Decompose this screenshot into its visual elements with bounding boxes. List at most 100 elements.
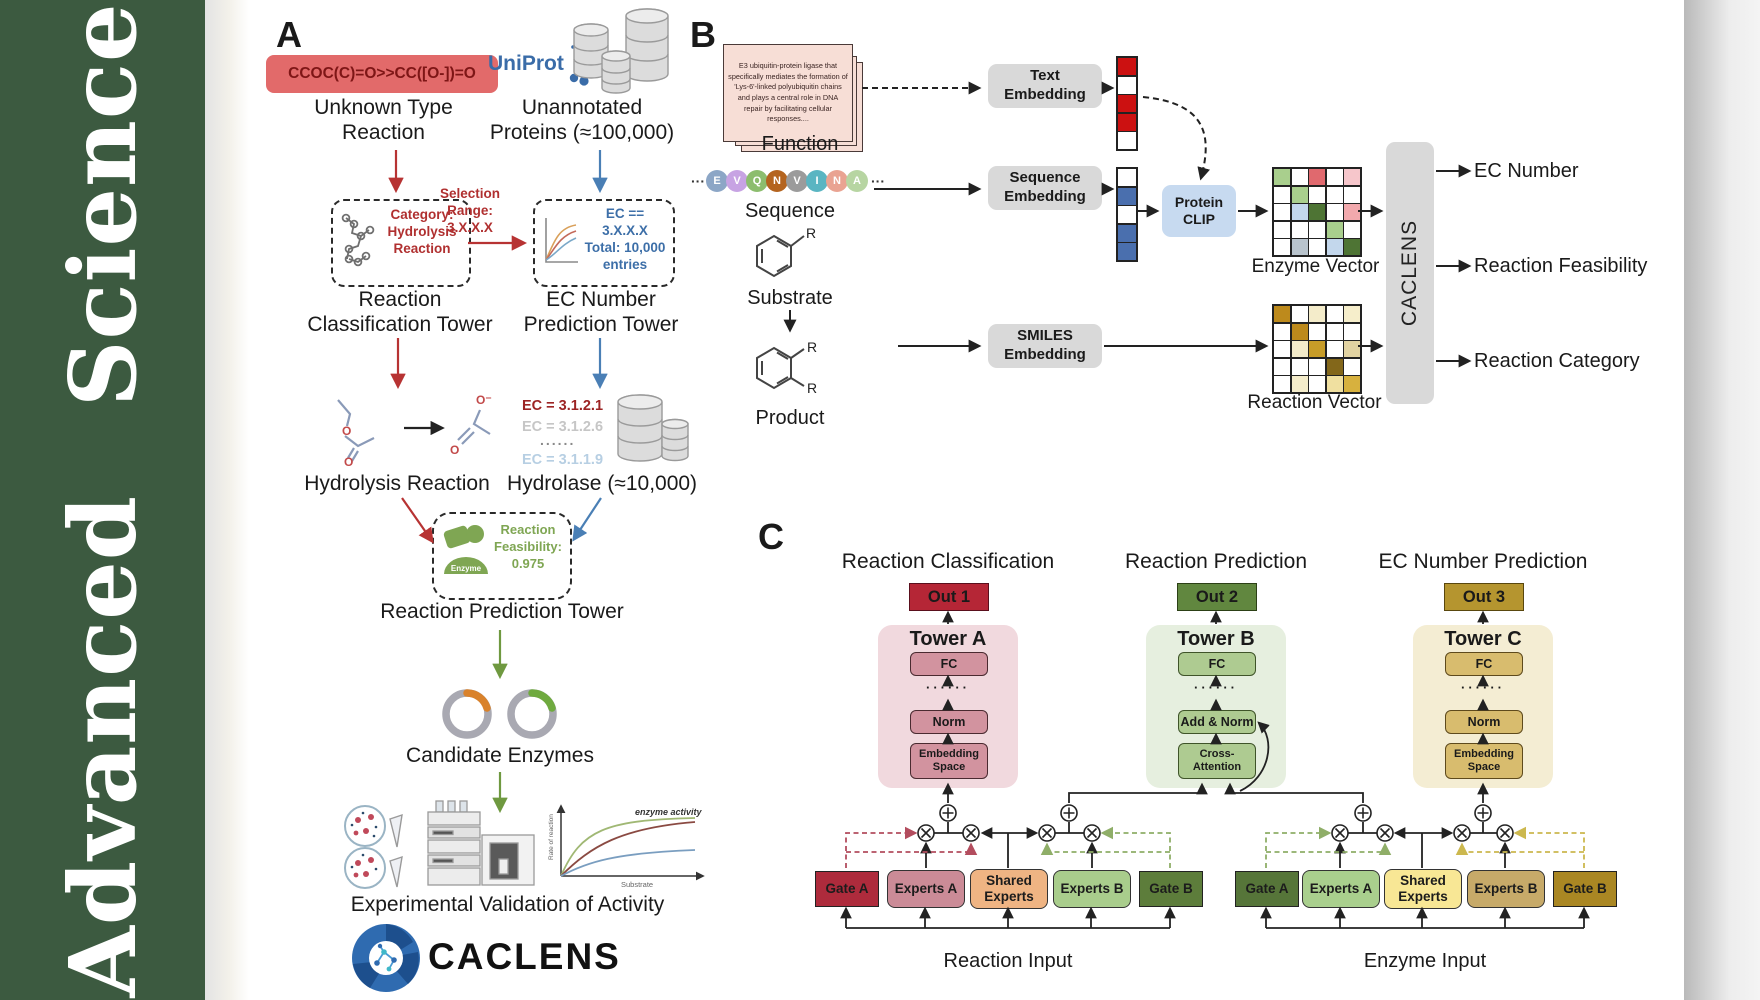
moe-experts-a: Experts A bbox=[887, 870, 965, 908]
ec-number-prediction-tower-label: EC Number Prediction Tower bbox=[523, 288, 679, 336]
matrix-cell bbox=[1344, 186, 1360, 203]
matrix-cell bbox=[1344, 306, 1360, 322]
matrix-cell bbox=[1326, 186, 1343, 203]
multiply-op-icon bbox=[1453, 824, 1471, 842]
matrix-cell bbox=[1326, 239, 1343, 255]
ec-selection-text: EC == 3.X.X.X Total: 10,000 entries bbox=[584, 206, 666, 272]
curves-icon bbox=[545, 218, 578, 263]
journal-sidebar: Advanced Science bbox=[0, 0, 205, 1000]
multiply-op-icon bbox=[917, 824, 935, 842]
tower-dots: ······ bbox=[926, 680, 970, 695]
experimental-validation-label: Experimental Validation of Activity bbox=[350, 893, 665, 916]
matrix-cell bbox=[1326, 221, 1343, 238]
task-header-reaction-classification: Reaction Classification bbox=[841, 550, 1055, 573]
ec-list-mid: EC = 3.1.2.6 bbox=[522, 419, 604, 435]
uniprot-logo: UniProt bbox=[488, 52, 564, 75]
matrix-cell bbox=[1274, 358, 1290, 375]
vector-cell bbox=[1118, 113, 1136, 131]
matrix-cell bbox=[1326, 358, 1343, 375]
unannotated-proteins-label: Unannotated Proteins (≈100,000) bbox=[489, 96, 675, 144]
enzyme-badge-label: Enzyme bbox=[451, 564, 482, 573]
tower-block: FC bbox=[1178, 652, 1256, 676]
matrix-cell bbox=[1274, 169, 1290, 185]
vector-cell bbox=[1118, 95, 1136, 112]
matrix-cell bbox=[1309, 376, 1325, 392]
matrix-cell bbox=[1344, 221, 1360, 238]
matrix-cell bbox=[1326, 204, 1343, 220]
matrix-cell bbox=[1309, 204, 1325, 220]
add-op-icon bbox=[1474, 804, 1492, 822]
text-embedding-vector bbox=[1116, 56, 1138, 151]
moe-gate-a: Gate A bbox=[1235, 871, 1299, 907]
moe-gate-b: Gate B bbox=[1139, 871, 1203, 907]
tower-block: Add & Norm bbox=[1178, 710, 1256, 734]
tower-dots: ······ bbox=[1461, 680, 1505, 695]
matrix-cell bbox=[1274, 341, 1290, 357]
hydrolysis-reaction-label: Hydrolysis Reaction bbox=[304, 472, 490, 495]
cell-assay-icon bbox=[344, 805, 403, 889]
matrix-cell bbox=[1309, 239, 1325, 255]
matrix-cell bbox=[1291, 358, 1308, 375]
acetate-structure: O⁻ O bbox=[450, 393, 492, 457]
product-r-label: R bbox=[807, 380, 817, 396]
ethyl-acetate-structure: O O bbox=[337, 399, 375, 469]
vector-cell bbox=[1118, 76, 1136, 94]
moe-gate-b: Gate B bbox=[1553, 871, 1617, 907]
moe-experts-b: Experts B bbox=[1467, 870, 1545, 908]
vector-cell bbox=[1118, 58, 1136, 75]
matrix-cell bbox=[1291, 186, 1308, 203]
add-op-icon bbox=[1354, 804, 1372, 822]
matrix-cell bbox=[1344, 169, 1360, 185]
page-left-shadow bbox=[205, 0, 249, 1000]
activity-curve-label: enzyme activity bbox=[635, 807, 703, 817]
residue-bead: Q bbox=[746, 170, 768, 192]
ec-list-top: EC = 3.1.2.1 bbox=[522, 398, 604, 414]
add-op-icon bbox=[1060, 804, 1078, 822]
ec-prediction-dashed-box bbox=[533, 199, 675, 287]
svg-text:O⁻: O⁻ bbox=[476, 393, 492, 407]
multiply-op-icon bbox=[1376, 824, 1394, 842]
substrate-r-label: R bbox=[806, 225, 816, 241]
product-r-label: R bbox=[807, 339, 817, 355]
enzyme-input-label: Enzyme Input bbox=[1363, 950, 1487, 972]
enzyme-vector-matrix bbox=[1272, 167, 1362, 257]
tower-block: Embedding Space bbox=[1445, 743, 1523, 779]
sequence-embedding-vector bbox=[1116, 167, 1138, 262]
moe-shared-experts: Shared Experts bbox=[1384, 869, 1462, 909]
matrix-cell bbox=[1326, 341, 1343, 357]
matrix-cell bbox=[1344, 204, 1360, 220]
moe-experts-b: Experts B bbox=[1053, 870, 1131, 908]
protein-database-icon bbox=[573, 8, 669, 94]
svg-text:O: O bbox=[342, 424, 351, 438]
reaction-vector-label: Reaction Vector bbox=[1247, 392, 1382, 413]
sequence-beads: ··· E V Q N V I N A ··· bbox=[688, 169, 888, 193]
matrix-cell bbox=[1309, 341, 1325, 357]
matrix-cell bbox=[1326, 323, 1343, 340]
panel-c-label: C bbox=[758, 516, 784, 557]
hydrolase-database-icon bbox=[617, 394, 689, 462]
residue-bead: A bbox=[846, 170, 868, 192]
out3-box: Out 3 bbox=[1444, 583, 1524, 611]
tower-b: Tower B FC ······ Add & Norm Cross- Attentio… bbox=[1146, 625, 1286, 788]
matrix-cell bbox=[1274, 376, 1290, 392]
matrix-cell bbox=[1291, 204, 1308, 220]
residue-bead: E bbox=[706, 170, 728, 192]
vector-cell bbox=[1118, 206, 1136, 223]
reaction-vector-matrix bbox=[1272, 304, 1362, 394]
tower-c: Tower C FC ······ Norm Embedding Space bbox=[1413, 625, 1553, 788]
reaction-prediction-tower-label: Reaction Prediction Tower bbox=[380, 600, 624, 623]
gate-routing-dashes bbox=[845, 826, 1585, 868]
matrix-cell bbox=[1309, 323, 1325, 340]
matrix-cell bbox=[1291, 221, 1308, 238]
residue-bead: I bbox=[806, 170, 828, 192]
moe-experts-a: Experts A bbox=[1302, 870, 1380, 908]
matrix-cell bbox=[1344, 376, 1360, 392]
ec-list-dots: ...... bbox=[540, 432, 576, 448]
selection-range-text: Selection Range: 3.X.X.X bbox=[439, 186, 501, 235]
multiply-op-icon bbox=[962, 824, 980, 842]
vector-cell bbox=[1118, 243, 1136, 260]
matrix-cell bbox=[1344, 323, 1360, 340]
function-card-text: E3 ubiquitin-protein ligase that specifi… bbox=[723, 44, 853, 142]
tower-dots: ······ bbox=[1194, 680, 1238, 695]
